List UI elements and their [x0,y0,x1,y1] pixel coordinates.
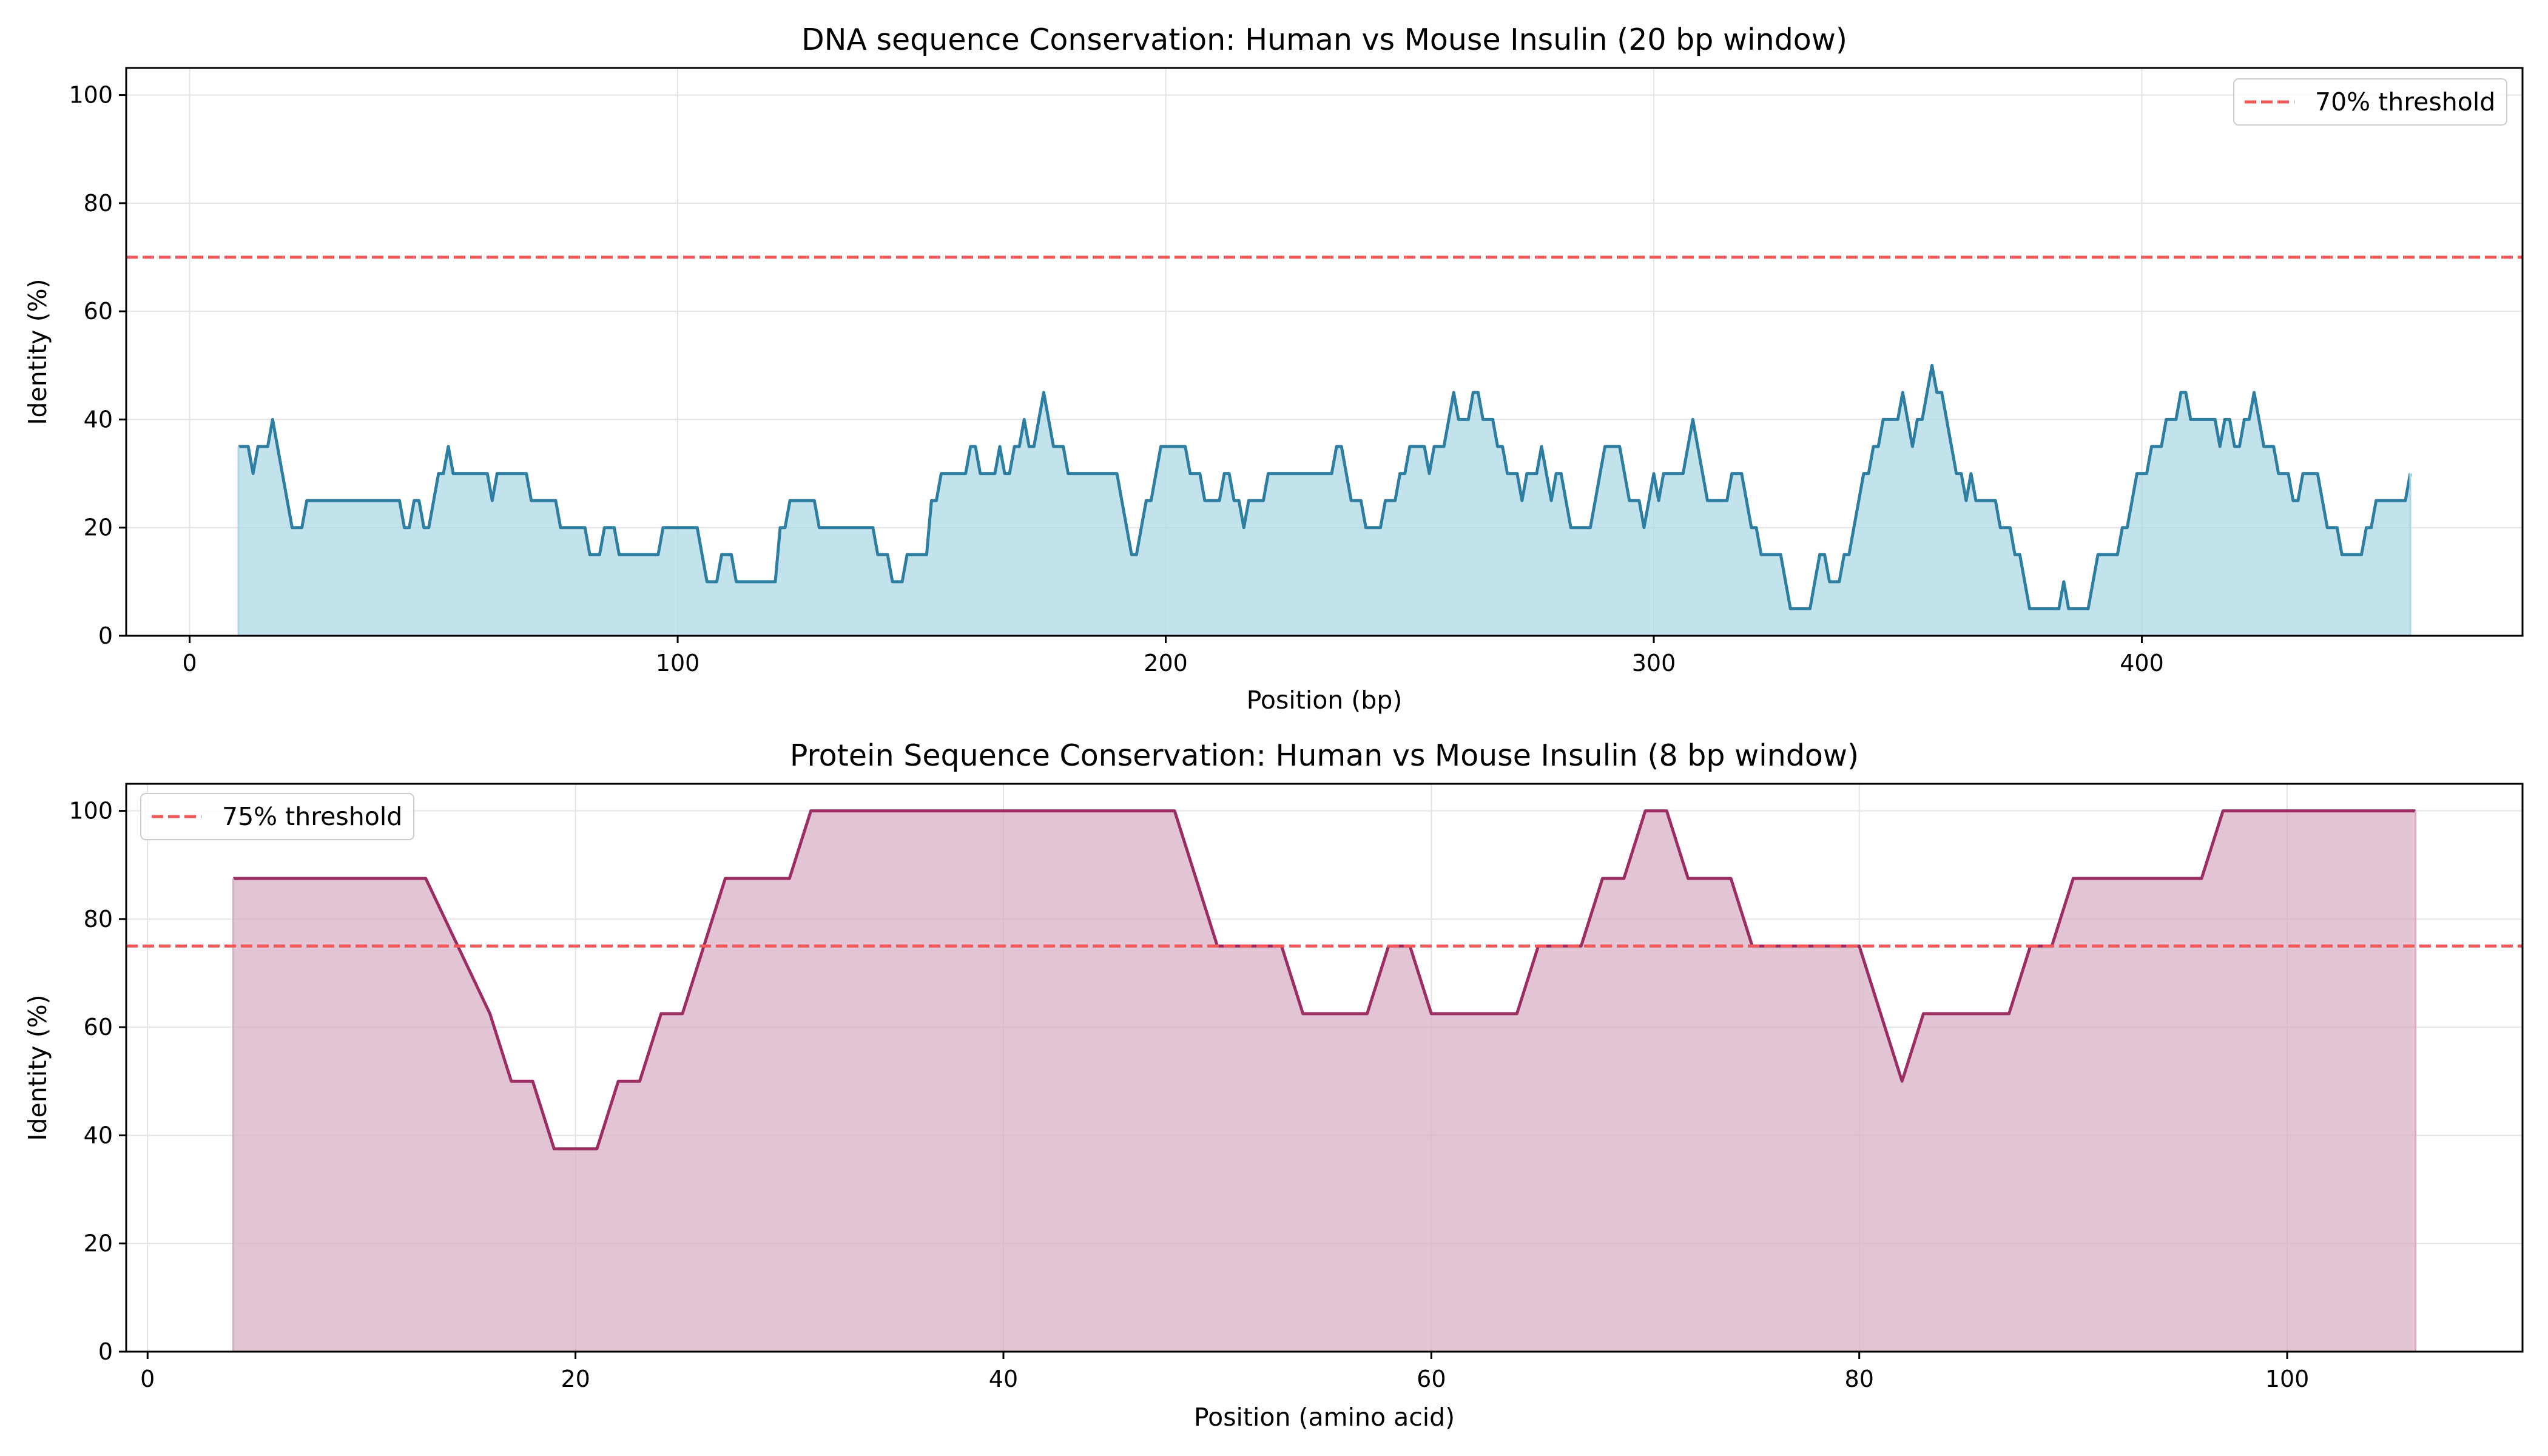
dna-x-tick-label: 200 [1144,650,1188,676]
protein-plot-frame [125,783,2524,1353]
dna-x-tick-label: 300 [1632,650,1676,676]
dna-x-axis-label: Position (bp) [1247,686,1403,715]
protein-y-tick-label: 100 [69,798,113,824]
protein-x-tick-label: 0 [140,1366,155,1392]
dna-y-ticks: 0 20 40 60 80 100 [69,82,126,649]
dna-y-tick-label: 60 [84,298,113,325]
dna-y-axis-label: Identity (%) [23,278,52,425]
dna-series-line [238,363,2412,610]
protein-x-ticks: 0 20 40 60 80 100 [140,1352,2309,1392]
dna-x-tick-label: 400 [2120,650,2164,676]
protein-legend: 75% threshold [140,793,414,840]
protein-y-ticks: 0 20 40 60 80 100 [69,798,126,1365]
protein-conservation-panel: Protein Sequence Conservation: Human vs … [23,738,2524,1432]
protein-y-tick-label: 0 [98,1338,113,1365]
protein-y-tick-label: 60 [84,1014,113,1040]
dna-legend-box [2233,78,2507,126]
dna-y-tick-label: 80 [84,190,113,217]
dna-x-ticks: 0 100 200 300 400 [182,636,2164,676]
protein-legend-box [140,793,414,840]
protein-chart-title: Protein Sequence Conservation: Human vs … [790,738,1859,773]
protein-x-tick-label: 100 [2265,1366,2310,1392]
dna-conservation-panel: DNA sequence Conservation: Human vs Mous… [23,22,2524,715]
dna-x-tick-label: 0 [182,650,197,676]
protein-series-line [233,809,2416,1151]
protein-area [232,809,2417,1352]
protein-axes-frame [125,783,2524,1353]
dna-legend: 70% threshold [2233,78,2507,126]
dna-y-tick-label: 0 [98,622,113,649]
dna-area-fill [238,365,2410,636]
protein-area-fill [233,811,2416,1352]
dna-y-tick-label: 40 [84,406,113,433]
protein-y-tick-label: 80 [84,906,113,932]
protein-y-tick-label: 20 [84,1230,113,1257]
dna-y-tick-label: 20 [84,514,113,541]
protein-legend-label: 75% threshold [222,802,402,831]
dna-area [237,363,2412,636]
protein-x-axis-label: Position (amino acid) [1194,1403,1455,1432]
dna-axes-frame [125,67,2524,637]
protein-x-tick-label: 20 [561,1366,590,1392]
dna-chart-title: DNA sequence Conservation: Human vs Mous… [801,22,1847,57]
protein-x-tick-label: 60 [1417,1366,1446,1392]
dna-x-tick-label: 100 [656,650,700,676]
dna-y-tick-label: 100 [69,82,113,109]
protein-x-tick-label: 80 [1845,1366,1874,1392]
dna-legend-label: 70% threshold [2315,87,2495,116]
dna-plot-frame [125,67,2524,637]
protein-x-tick-label: 40 [989,1366,1018,1392]
protein-y-tick-label: 40 [84,1122,113,1148]
protein-y-axis-label: Identity (%) [23,994,52,1141]
